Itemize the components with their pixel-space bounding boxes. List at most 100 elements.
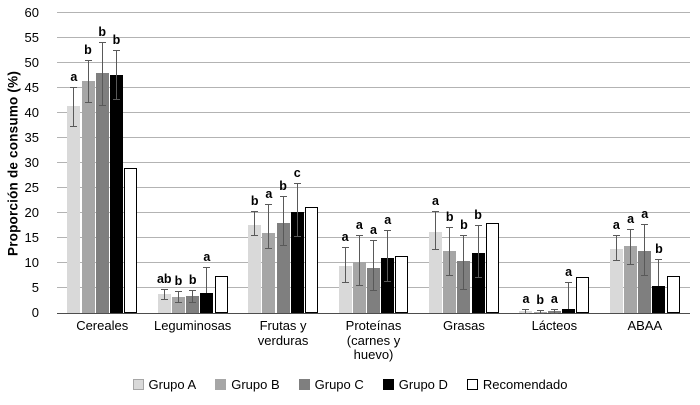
bar-grupo-d-lacteos	[562, 308, 576, 313]
error-bar-cap	[70, 125, 78, 127]
bar-grupo-c-leguminosas	[186, 296, 200, 313]
bar-grupo-b-grasas	[443, 250, 457, 313]
bar-recomendado-leguminosas	[214, 276, 228, 313]
x-axis-label-proteinas-carnes-y-huevo: Proteínas (carnes y huevo)	[345, 318, 402, 363]
significance-letter: a	[355, 218, 363, 232]
error-bar	[539, 310, 541, 313]
bar-grupo-b-proteinas-carnes-y-huevo	[352, 261, 366, 313]
error-bar-cap	[627, 228, 635, 230]
significance-letter: a	[370, 223, 377, 237]
error-bar	[115, 50, 117, 99]
gridline	[57, 162, 690, 163]
error-bar	[206, 266, 208, 293]
error-bar-cap	[550, 308, 558, 310]
significance-letter: b	[174, 273, 183, 288]
bar-grupo-c-abaa	[638, 250, 652, 313]
error-bar-cap	[536, 312, 544, 314]
bar-recomendado-cereales	[124, 168, 138, 313]
error-bar-cap	[384, 229, 392, 231]
legend-label: Grupo D	[398, 377, 448, 392]
error-bar	[163, 289, 165, 299]
legend-swatch	[298, 379, 310, 390]
chart-legend: Grupo A Grupo B Grupo C Grupo D Recomendado	[0, 377, 700, 392]
y-tick-label: 15	[24, 230, 39, 245]
error-bar-cap	[160, 299, 168, 300]
error-bar-cap	[432, 248, 440, 250]
error-bar-cap	[293, 236, 301, 237]
error-bar	[387, 229, 389, 281]
error-bar-cap	[370, 240, 377, 241]
gridline	[57, 187, 690, 188]
significance-letter: b	[655, 242, 663, 256]
bar-grupo-b-cereales	[81, 81, 95, 313]
error-bar-cap	[84, 59, 92, 61]
bar-recomendado-proteinas-carnes-y-huevo	[395, 256, 409, 313]
significance-letter: b	[460, 217, 468, 232]
error-bar	[268, 203, 270, 248]
error-bar-cap	[98, 41, 106, 43]
error-bar	[101, 41, 103, 105]
bar-grupo-d-proteinas-carnes-y-huevo	[381, 257, 395, 313]
significance-letter: b	[98, 24, 107, 39]
significance-letter: b	[112, 33, 121, 47]
significance-letter: a	[522, 291, 530, 306]
error-bar-cap	[565, 282, 573, 283]
significance-letter: a	[550, 291, 558, 306]
error-bar-cap	[293, 182, 301, 184]
error-bar-cap	[189, 290, 197, 291]
error-bar	[87, 59, 89, 102]
bar-grupo-b-frutas-y-verduras	[262, 232, 276, 313]
y-tick-label: 20	[24, 205, 39, 220]
error-bar-cap	[612, 235, 620, 236]
error-bar	[282, 196, 284, 245]
bar-grupo-d-leguminosas	[200, 293, 214, 313]
bar-grupo-a-leguminosas	[157, 294, 171, 313]
significance-letter: b	[445, 209, 454, 224]
y-tick-label: 5	[31, 280, 39, 295]
error-bar-cap	[265, 248, 273, 249]
error-bar	[525, 308, 527, 313]
error-bar-cap	[279, 245, 287, 246]
bar-recomendado-frutas-y-verduras	[304, 206, 318, 313]
bar-grupo-a-proteinas-carnes-y-huevo	[338, 265, 352, 313]
significance-letter: a	[203, 249, 211, 264]
x-axis-label-grasas: Grasas	[442, 318, 485, 333]
error-bar-cap	[474, 225, 482, 226]
error-bar-cap	[384, 281, 392, 282]
error-bar-cap	[536, 310, 544, 311]
significance-letter: a	[70, 69, 78, 84]
error-bar-cap	[432, 211, 440, 212]
error-bar	[296, 182, 298, 236]
legend-swatch	[466, 379, 478, 390]
error-bar-cap	[112, 98, 120, 100]
x-axis-label-frutas-y-verduras: Frutas y verduras	[257, 318, 309, 348]
significance-letter: a	[612, 218, 620, 232]
bar-grupo-a-abaa	[609, 248, 623, 313]
error-bar	[658, 259, 660, 286]
significance-letter: a	[384, 212, 392, 227]
error-bar	[177, 290, 179, 302]
error-bar-cap	[460, 288, 468, 290]
legend-label: Grupo A	[148, 377, 197, 392]
bar-grupo-a-cereales	[67, 106, 81, 313]
error-bar-cap	[474, 276, 482, 278]
error-bar-cap	[265, 203, 273, 205]
error-bar-cap	[355, 235, 363, 236]
y-tick-label: 40	[24, 105, 39, 120]
significance-letter: ab	[156, 272, 172, 286]
gridline	[57, 87, 690, 88]
legend-item-grupo-c: Grupo C	[298, 377, 364, 392]
significance-letter: a	[641, 206, 649, 221]
bar-grupo-b-leguminosas	[171, 296, 185, 313]
error-bar-cap	[655, 259, 663, 260]
error-bar-cap	[641, 275, 649, 276]
gridline	[57, 237, 690, 238]
error-bar-cap	[112, 50, 120, 51]
legend-swatch	[382, 379, 394, 390]
error-bar-cap	[189, 301, 197, 303]
plot-area: a ab b a a a a b b a a b b a b b b a b a a b a c a b a b	[57, 12, 690, 314]
bar-recomendado-grasas	[485, 222, 499, 313]
error-bar-cap	[446, 275, 454, 276]
significance-letter: a	[341, 229, 349, 244]
